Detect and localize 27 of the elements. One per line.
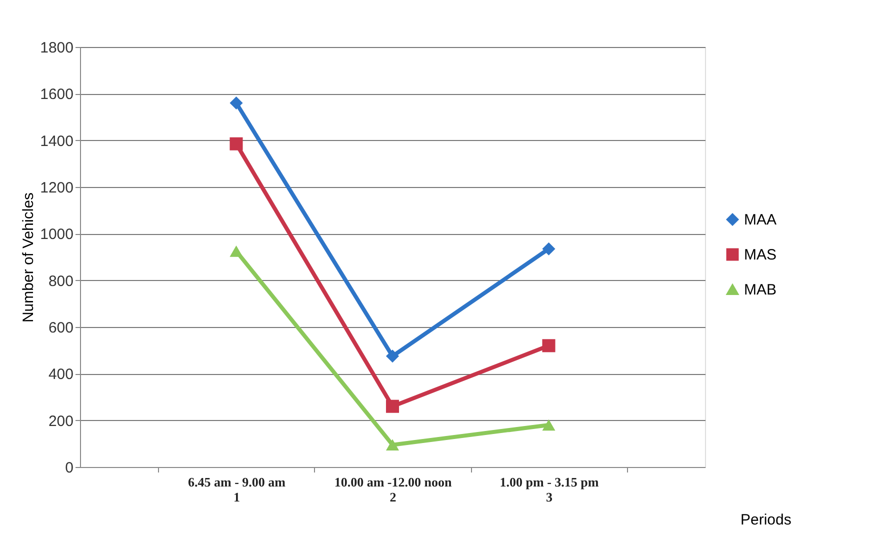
y-tick-label: 200 <box>48 412 74 430</box>
y-tick-label: 1800 <box>40 40 74 56</box>
point <box>230 137 243 150</box>
x-tick-label: 1.00 pm - 3.15 pm 3 <box>500 474 599 504</box>
x-axis-title: Periods <box>740 512 792 528</box>
point <box>386 400 400 413</box>
y-tick-label: 0 <box>65 460 74 476</box>
y-tick-label: 1400 <box>40 132 74 150</box>
point <box>230 96 243 110</box>
x-tick-label: 6.45 am - 9.00 am 1 <box>188 474 286 504</box>
point <box>542 339 556 352</box>
y-tick-label: 1000 <box>40 226 74 244</box>
y-tick-label: 600 <box>48 320 74 336</box>
point <box>542 242 556 256</box>
y-tick-label: 1600 <box>40 86 74 104</box>
y-tick-label: 400 <box>48 366 74 384</box>
legend-label: MAS <box>744 246 777 264</box>
point <box>542 419 556 431</box>
y-axis-title: Number of Vehicles <box>20 192 38 323</box>
point <box>230 246 243 257</box>
point <box>386 439 400 450</box>
legend-label: MAA <box>744 212 777 228</box>
y-tick-label: 1200 <box>40 180 74 196</box>
legend-label: MAB <box>744 282 777 298</box>
y-tick-label: 800 <box>48 272 74 290</box>
x-tick-label: 10.00 am -12.00 noon 2 <box>334 474 452 504</box>
point <box>386 350 400 363</box>
